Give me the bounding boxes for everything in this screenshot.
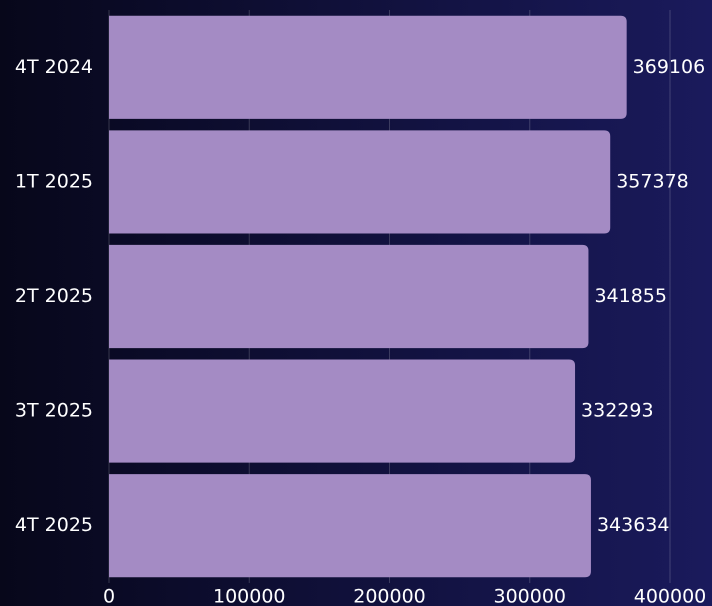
y-tick-label: 4T 2024 [15, 56, 93, 78]
bar [109, 359, 576, 463]
bar [109, 15, 627, 119]
y-tick-label: 2T 2025 [15, 285, 93, 307]
bar [109, 244, 589, 349]
x-tick-label: 100000 [213, 586, 286, 606]
x-tick-label: 200000 [353, 586, 426, 606]
bar [109, 130, 611, 234]
value-label: 343634 [597, 514, 670, 536]
y-tick-label: 4T 2025 [15, 514, 93, 536]
value-label: 357378 [616, 170, 689, 192]
x-tick-label: 400000 [634, 586, 707, 606]
x-tick-label: 0 [103, 586, 115, 606]
y-tick-label: 1T 2025 [15, 170, 93, 192]
value-label: 341855 [594, 285, 667, 307]
bar [109, 474, 591, 578]
value-label: 369106 [633, 56, 706, 78]
x-tick-label: 300000 [493, 586, 566, 606]
y-tick-label: 3T 2025 [15, 400, 93, 422]
value-label: 332293 [581, 400, 654, 422]
